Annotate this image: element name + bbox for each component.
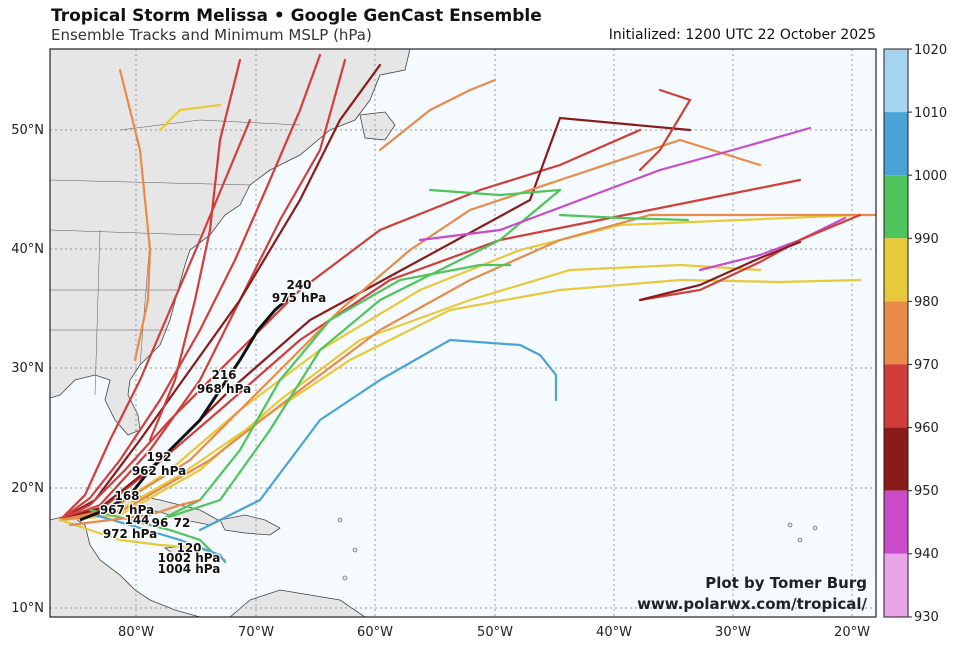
- colorbar-tick-950: 950: [914, 484, 939, 499]
- map-frame: [49, 48, 877, 618]
- lat-label-40n: 40°N: [11, 242, 44, 257]
- colorbar-segment-990-1000: [884, 175, 908, 239]
- annotation-240-pressure: 975 hPa: [272, 291, 326, 305]
- annotation-96-pressure: 1004 hPa: [158, 562, 221, 576]
- annotation-144-hour: 144: [124, 513, 149, 527]
- colorbar-tick-930: 930: [914, 610, 939, 625]
- annotation-168-hour: 168: [114, 489, 139, 503]
- lat-label-10n: 10°N: [11, 601, 44, 616]
- lon-label-60w: 60°W: [357, 625, 393, 640]
- hispaniola-landmass: [219, 514, 281, 536]
- lat-label-30n: 30°N: [11, 361, 44, 376]
- colorbar-segment-1000-1010: [884, 112, 908, 176]
- lon-label-80w: 80°W: [118, 625, 154, 640]
- annotation-144-pressure: 972 hPa: [103, 527, 157, 541]
- colorbar-segment-1010-1020: [884, 49, 908, 113]
- annotation-216-hour: 216: [211, 368, 236, 382]
- ensemble-tracks: [58, 53, 876, 532]
- chart-subtitle: Ensemble Tracks and Minimum MSLP (hPa): [51, 26, 372, 44]
- credit-author: Plot by Tomer Burg: [705, 574, 867, 592]
- colorbar-tick-970: 970: [914, 358, 939, 373]
- annotation-240-hour: 240: [286, 278, 311, 292]
- lat-label-50n: 50°N: [11, 123, 44, 138]
- newfoundland-landmass: [359, 111, 396, 141]
- annotation-96-hour: 96: [152, 516, 169, 530]
- colorbar-segment-950-960: [884, 427, 908, 491]
- colorbar-segment-930-940: [884, 553, 908, 617]
- colorbar-tick-1000: 1000: [914, 169, 947, 184]
- colorbar-tick-1020: 1020: [914, 43, 947, 58]
- lon-label-50w: 50°W: [477, 625, 513, 640]
- initialized-time: Initialized: 1200 UTC 22 October 2025: [608, 27, 876, 43]
- credit-url[interactable]: www.polarwx.com/tropical/: [637, 595, 867, 613]
- colorbar-segment-970-980: [884, 301, 908, 365]
- colorbar-tick-990: 990: [914, 232, 939, 247]
- colorbar-tick-1010: 1010: [914, 106, 947, 121]
- colorbar-segment-980-990: [884, 238, 908, 302]
- annotation-72-hour: 72: [174, 516, 191, 530]
- annotation-192-pressure: 962 hPa: [132, 464, 186, 478]
- colorbar-tick-980: 980: [914, 295, 939, 310]
- mean-track: [79, 293, 293, 522]
- colorbar-tick-940: 940: [914, 547, 939, 562]
- annotation-216-pressure: 968 hPa: [197, 382, 251, 396]
- annotation-168-pressure: 967 hPa: [100, 503, 154, 517]
- lon-label-40w: 40°W: [596, 625, 632, 640]
- lon-label-20w: 20°W: [834, 625, 870, 640]
- colorbar-tick-960: 960: [914, 421, 939, 436]
- annotation-120-hour: 120: [176, 541, 201, 555]
- lon-label-70w: 70°W: [238, 625, 274, 640]
- annotation-192-hour: 192: [146, 450, 171, 464]
- chart-title: Tropical Storm Melissa • Google GenCast …: [51, 6, 542, 26]
- mslp-colorbar: 1020 1010 1000 990 980 970 960 950 940 9…: [883, 43, 947, 625]
- colorbar-segment-940-950: [884, 490, 908, 554]
- south-america-landmass: [229, 589, 366, 617]
- annotation-120-pressure: 1002 hPa: [158, 551, 221, 565]
- lat-label-20n: 20°N: [11, 481, 44, 496]
- colorbar-segment-960-970: [884, 364, 908, 428]
- lon-label-30w: 30°W: [715, 625, 751, 640]
